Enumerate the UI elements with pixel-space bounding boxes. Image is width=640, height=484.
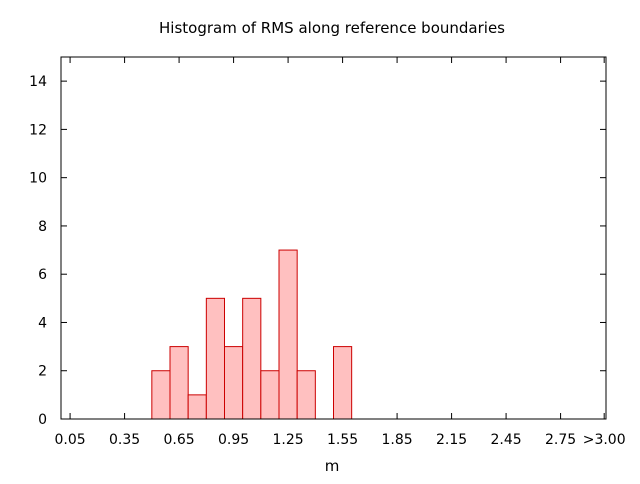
x-tick-label: >3.00 (583, 432, 626, 448)
x-tick-label: 1.85 (381, 432, 412, 448)
histogram-bar (169, 346, 189, 420)
y-tick-label: 14 (29, 74, 47, 90)
x-tick-label: 0.95 (218, 432, 249, 448)
y-tick-label: 6 (38, 267, 47, 283)
y-tick-label: 12 (29, 122, 47, 138)
x-tick-label: 0.05 (54, 432, 85, 448)
y-tick-label: 8 (38, 219, 47, 235)
histogram-bar (187, 394, 207, 420)
chart-title: Histogram of RMS along reference boundar… (159, 19, 505, 37)
y-axis-ticks: 0 2 4 6 8 10 12 14 (29, 74, 606, 428)
x-tick-label: 1.25 (272, 432, 303, 448)
y-tick-label: 2 (38, 364, 47, 380)
plot-frame (60, 56, 607, 420)
histogram-bar (151, 370, 171, 420)
x-tick-label: 2.75 (545, 432, 576, 448)
histogram-bar (224, 346, 244, 420)
x-tick-label: 0.65 (163, 432, 194, 448)
histogram-bar (333, 346, 353, 420)
y-tick-label: 0 (38, 412, 47, 428)
x-axis-ticks: 0.05 0.35 0.65 0.95 1.25 1.55 1.85 2.15 2.45 2.75… (54, 57, 626, 448)
x-axis-label: m (325, 457, 340, 475)
x-tick-label: 2.45 (490, 432, 521, 448)
x-tick-label: 1.55 (327, 432, 358, 448)
histogram-bar (278, 249, 298, 420)
histogram-bar (242, 297, 262, 420)
x-tick-label: 2.15 (436, 432, 467, 448)
histogram-bar (296, 370, 316, 420)
histogram-bars (151, 249, 353, 420)
y-tick-label: 10 (29, 171, 47, 187)
x-tick-label: 0.35 (109, 432, 140, 448)
histogram-bar (260, 370, 280, 420)
y-tick-label: 4 (38, 315, 47, 331)
histogram-bar (205, 297, 225, 420)
